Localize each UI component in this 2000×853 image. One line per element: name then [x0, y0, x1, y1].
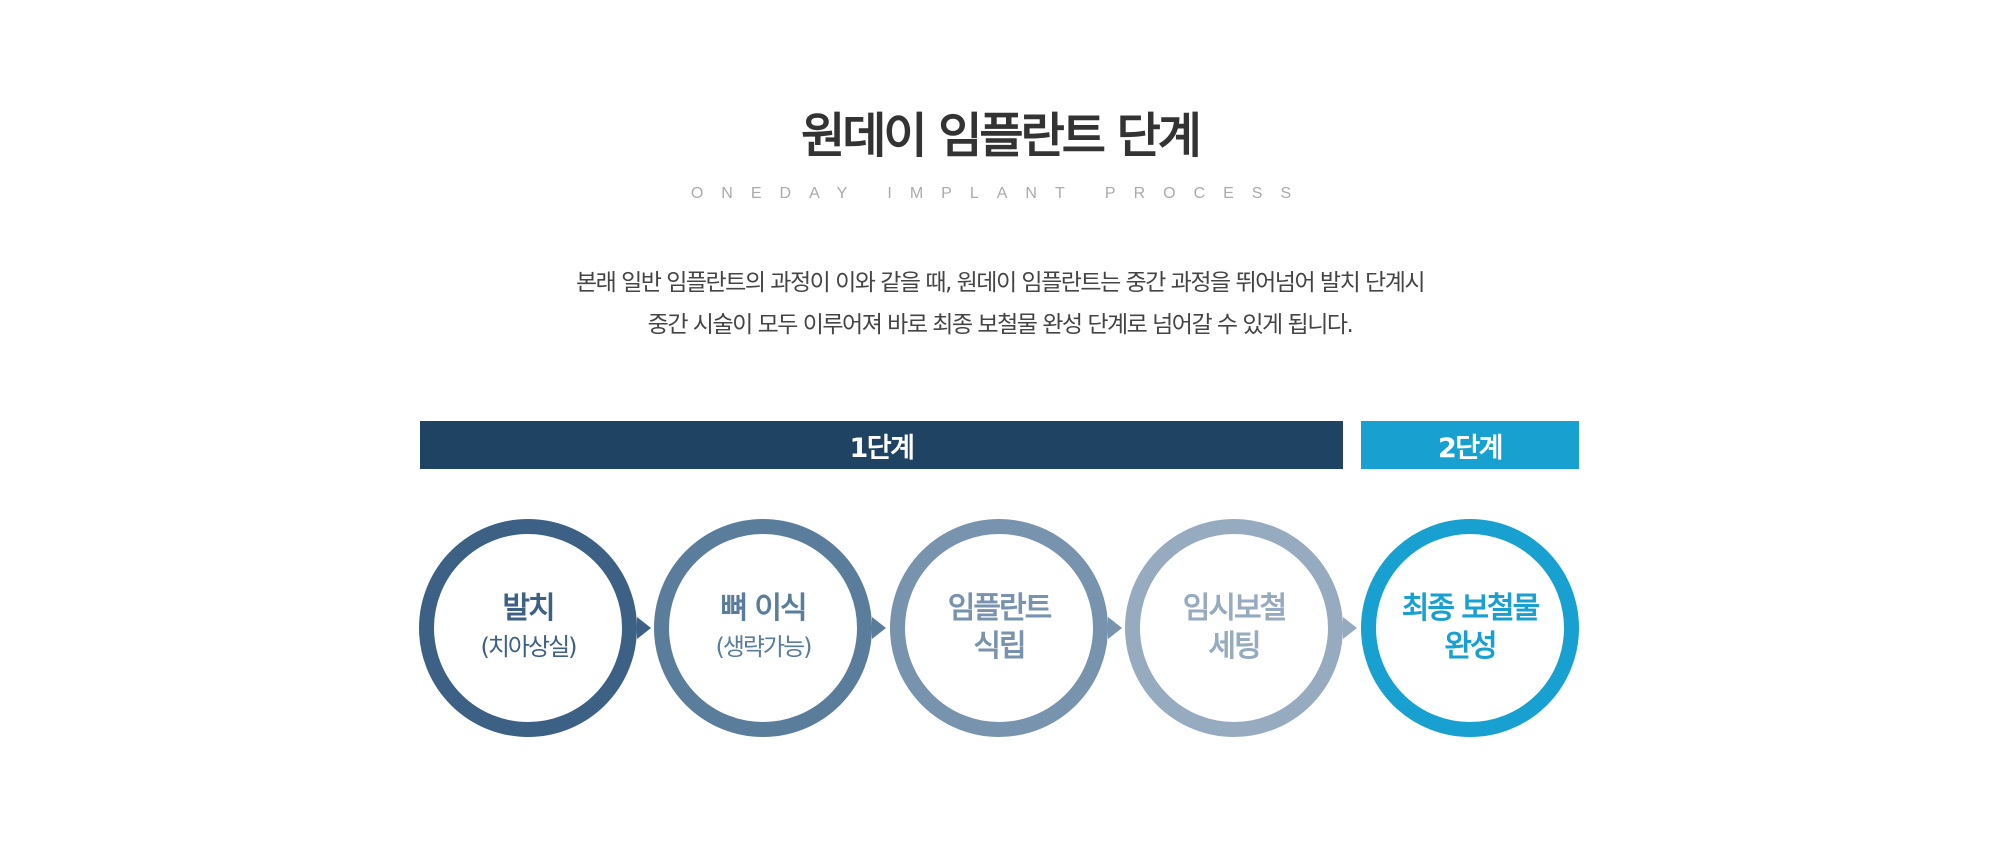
arrow-right-icon — [872, 617, 886, 639]
step-subtitle: (생략가능) — [715, 633, 812, 661]
stage-1-bar: 1단계 — [420, 421, 1343, 469]
arrow-right-icon — [637, 617, 651, 639]
arrow-right-icon — [1108, 617, 1122, 639]
description-line: 중간 시술이 모두 이루어져 바로 최종 보철물 완성 단계로 넘어갈 수 있게… — [647, 312, 1354, 338]
page-title: 원데이 임플란트 단계 — [801, 108, 1202, 164]
description: 본래 일반 임플란트의 과정이 이와 같을 때, 원데이 임플란트는 중간 과정… — [0, 262, 2000, 346]
step-title: 임시보철 — [1182, 591, 1287, 626]
step-title-line2: 완성 — [1444, 629, 1497, 664]
step-title-line2: 식립 — [973, 629, 1026, 664]
step-title: 발치 — [502, 591, 555, 626]
step-title-line2: 세팅 — [1208, 629, 1261, 664]
step-temporary-prosthesis: 임시보철 세팅 — [1125, 519, 1343, 737]
step-implant-placement: 임플란트 식립 — [890, 519, 1108, 737]
step-title: 최종 보철물 — [1401, 591, 1540, 626]
step-bone-graft: 뼈 이식 (생략가능) — [654, 519, 872, 737]
step-subtitle: (치아상실) — [480, 633, 577, 661]
arrow-right-icon — [1343, 617, 1357, 639]
page-subtitle: ONEDAY IMPLANT PROCESS — [690, 185, 1310, 202]
stage-2-bar: 2단계 — [1361, 421, 1579, 469]
step-extraction: 발치 (치아상실) — [419, 519, 637, 737]
step-title: 임플란트 — [947, 591, 1052, 626]
description-line: 본래 일반 임플란트의 과정이 이와 같을 때, 원데이 임플란트는 중간 과정… — [575, 270, 1426, 296]
step-final-prosthesis: 최종 보철물 완성 — [1361, 519, 1579, 737]
step-title: 뼈 이식 — [720, 591, 807, 626]
